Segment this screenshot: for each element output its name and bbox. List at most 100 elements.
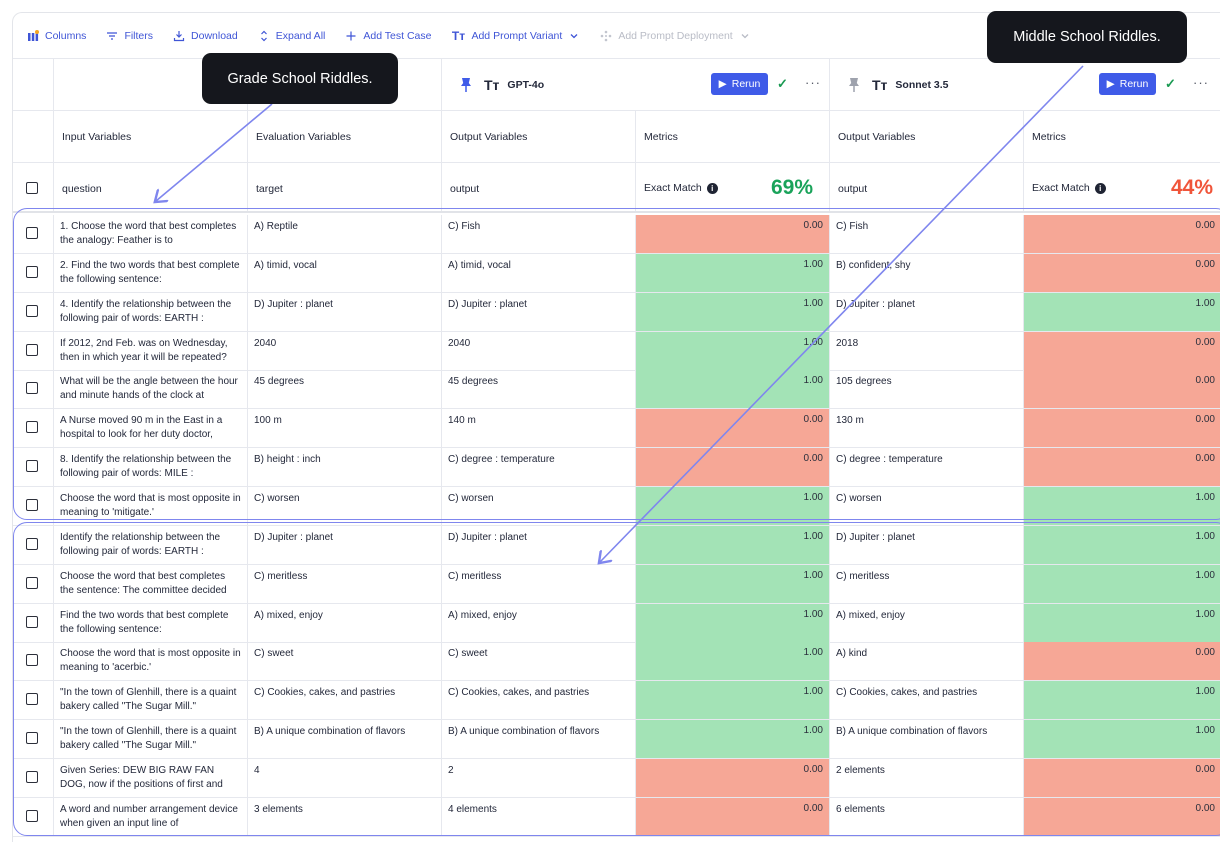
plus-icon	[345, 30, 357, 42]
row-checkbox[interactable]	[26, 421, 38, 434]
row-checkbox[interactable]	[26, 460, 38, 473]
table-row[interactable]: Choose the word that is most opposite in…	[13, 486, 1220, 526]
table-row[interactable]: A word and number arrangement device whe…	[13, 797, 1220, 837]
table-row[interactable]: Choose the word that is most opposite in…	[13, 642, 1220, 682]
pin-icon[interactable]	[460, 77, 472, 98]
metric-cell: 0.00	[636, 215, 830, 253]
play-icon: ▶	[718, 78, 727, 90]
metrics-header: Metrics	[1032, 131, 1066, 143]
rerun-label: Rerun	[1119, 78, 1149, 90]
table-row[interactable]: "In the town of Glenhill, there is a qua…	[13, 720, 1220, 760]
metric-value: 1.00	[1195, 686, 1215, 698]
table-row[interactable]: Find the two words that best complete th…	[13, 603, 1220, 643]
output-cell: C) Cookies, cakes, and pastries	[836, 687, 978, 699]
filter-icon	[106, 30, 118, 42]
metric-value: 1.00	[803, 725, 823, 737]
output-cell: 2018	[836, 337, 859, 349]
row-checkbox[interactable]	[26, 304, 38, 317]
metric-value: 0.00	[1195, 453, 1215, 465]
metric-cell: 0.00	[636, 448, 830, 487]
output-variables-header: Output Variables	[838, 131, 916, 143]
expand-all-label: Expand All	[275, 29, 326, 42]
output-cell: D) Jupiter : planet	[836, 531, 915, 543]
rerun-button[interactable]: ▶ Rerun	[711, 73, 768, 95]
select-all-checkbox[interactable]	[26, 182, 38, 194]
table-row[interactable]: 1. Choose the word that best completes t…	[13, 215, 1220, 254]
question-column-header[interactable]: question	[62, 183, 102, 195]
chevron-down-icon	[568, 30, 580, 42]
table-row[interactable]: Identify the relationship between the fo…	[13, 525, 1220, 565]
row-checkbox[interactable]	[26, 537, 38, 550]
table-row[interactable]: If 2012, 2nd Feb. was on Wednesday, then…	[13, 331, 1220, 371]
metric-cell: 0.00	[636, 797, 830, 836]
metric-cell: 1.00	[636, 486, 830, 525]
filters-button[interactable]: Filters	[106, 30, 153, 42]
target-column-header[interactable]: target	[256, 183, 283, 195]
row-checkbox[interactable]	[26, 615, 38, 628]
table-row[interactable]: What will be the angle between the hour …	[13, 370, 1220, 410]
metric-value: 0.00	[803, 763, 823, 775]
row-checkbox[interactable]	[26, 770, 38, 783]
add-test-case-button[interactable]: Add Test Case	[345, 30, 431, 42]
group-header-row: Input Variables Evaluation Variables Out…	[13, 111, 1220, 163]
row-checkbox[interactable]	[26, 382, 38, 395]
output-cell: C) Fish	[448, 221, 481, 232]
row-checkbox[interactable]	[26, 265, 38, 278]
add-prompt-deployment-button[interactable]: Add Prompt Deployment	[600, 30, 750, 42]
output-cell: C) meritless	[448, 570, 502, 582]
target-cell: D) Jupiter : planet	[254, 531, 333, 543]
text-type-icon: Tт	[484, 77, 500, 93]
row-checkbox[interactable]	[26, 227, 38, 239]
question-cell: 2. Find the two words that best complete…	[60, 259, 240, 285]
pin-icon[interactable]	[848, 77, 860, 98]
evaluation-variables-header: Evaluation Variables	[256, 131, 351, 143]
metric-cell: 1.00	[1024, 486, 1220, 525]
question-cell: "In the town of Glenhill, there is a qua…	[60, 726, 237, 752]
more-options-icon[interactable]: ···	[805, 75, 821, 90]
row-checkbox[interactable]	[26, 576, 38, 589]
row-checkbox[interactable]	[26, 809, 38, 822]
table-row[interactable]: 8. Identify the relationship between the…	[13, 448, 1220, 488]
exact-match-column-header[interactable]: Exact Match	[1032, 182, 1090, 194]
chevron-down-icon	[739, 30, 751, 42]
download-label: Download	[191, 29, 238, 42]
question-cell: 4. Identify the relationship between the…	[60, 298, 232, 324]
row-checkbox[interactable]	[26, 343, 38, 356]
metric-value: 1.00	[803, 336, 823, 348]
table-row[interactable]: Given Series: DEW BIG RAW FAN DOG, now i…	[13, 758, 1220, 798]
table-row[interactable]: A Nurse moved 90 m in the East in a hosp…	[13, 409, 1220, 449]
table-row[interactable]: 4. Identify the relationship between the…	[13, 292, 1220, 332]
add-prompt-variant-button[interactable]: Tт Add Prompt Variant	[451, 29, 580, 43]
table-row[interactable]: Choose the word that best completes the …	[13, 564, 1220, 604]
info-icon[interactable]: i	[706, 182, 718, 194]
output-cell: C) worsen	[836, 492, 882, 504]
metric-cell: 1.00	[1024, 603, 1220, 642]
checkmark-icon[interactable]: ✓	[777, 76, 788, 91]
output-cell: 45 degrees	[448, 376, 499, 388]
metric-cell: 1.00	[1024, 292, 1220, 331]
expand-all-button[interactable]: Expand All	[258, 29, 326, 42]
metric-value: 1.00	[1195, 530, 1215, 542]
output-column-header[interactable]: output	[838, 183, 868, 195]
row-checkbox[interactable]	[26, 732, 38, 745]
exact-match-score: 44%	[1170, 176, 1213, 199]
output-column-header[interactable]: output	[450, 183, 480, 195]
more-options-icon[interactable]: ···	[1193, 75, 1209, 90]
columns-button[interactable]: Columns	[27, 29, 86, 42]
download-button[interactable]: Download	[173, 30, 238, 42]
text-type-icon: Tт	[872, 77, 888, 93]
output-cell: C) degree : temperature	[448, 454, 555, 466]
target-cell: C) sweet	[254, 648, 294, 660]
row-checkbox[interactable]	[26, 693, 38, 706]
row-checkbox[interactable]	[26, 654, 38, 667]
metric-cell: 0.00	[1024, 370, 1220, 409]
column-key-row: question target output Exact Match i 69% …	[13, 163, 1220, 213]
exact-match-column-header[interactable]: Exact Match	[644, 182, 702, 194]
question-cell: Choose the word that is most opposite in…	[60, 492, 241, 518]
info-icon[interactable]: i	[1094, 182, 1106, 194]
rerun-button[interactable]: ▶ Rerun	[1099, 73, 1156, 95]
row-checkbox[interactable]	[26, 498, 38, 511]
table-row[interactable]: 2. Find the two words that best complete…	[13, 253, 1220, 293]
table-row[interactable]: "In the town of Glenhill, there is a qua…	[13, 681, 1220, 721]
checkmark-icon[interactable]: ✓	[1165, 76, 1176, 91]
